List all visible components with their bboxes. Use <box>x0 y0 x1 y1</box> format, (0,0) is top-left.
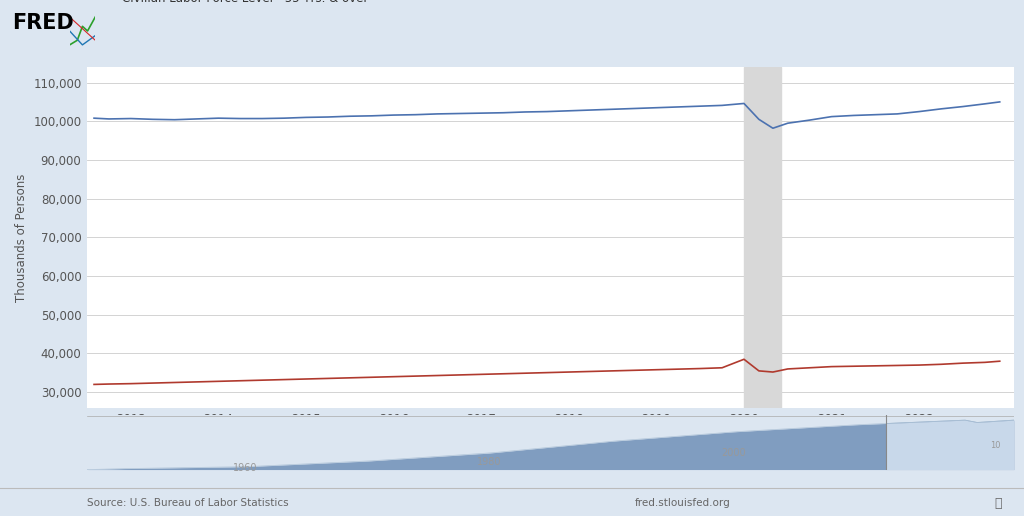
Legend: Civilian Labor Force Level - 25-54 Yrs., Civilian Labor Force Level - 55 Yrs. & : Civilian Labor Force Level - 25-54 Yrs.,… <box>93 0 369 6</box>
Text: FRED: FRED <box>12 13 74 33</box>
Text: 2000: 2000 <box>721 447 745 458</box>
Text: 1980: 1980 <box>477 457 502 467</box>
Text: fred.stlouisfed.org: fred.stlouisfed.org <box>635 498 731 508</box>
Text: 10: 10 <box>990 441 1000 450</box>
Text: ⛶: ⛶ <box>994 496 1001 510</box>
Y-axis label: Thousands of Persons: Thousands of Persons <box>14 173 28 301</box>
Text: Source: U.S. Bureau of Labor Statistics: Source: U.S. Bureau of Labor Statistics <box>87 498 289 508</box>
Bar <box>744 67 780 408</box>
Text: 1960: 1960 <box>233 463 258 473</box>
